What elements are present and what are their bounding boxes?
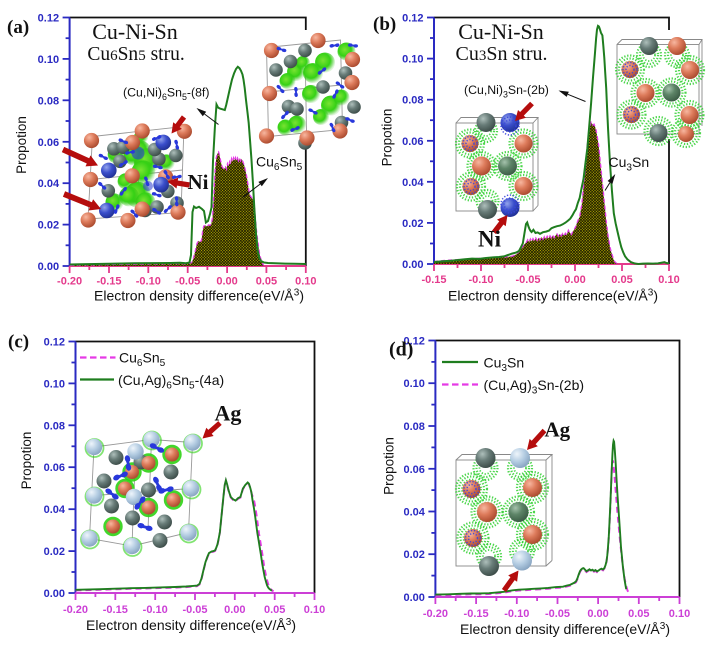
svg-text:Cu3Sn: Cu3Sn <box>609 154 650 174</box>
svg-text:(Cu,Ni)6Sn5-(8f): (Cu,Ni)6Sn5-(8f) <box>123 86 209 103</box>
svg-text:-0.10: -0.10 <box>143 604 168 616</box>
svg-text:Ag: Ag <box>215 401 242 426</box>
svg-text:Ni: Ni <box>188 170 209 194</box>
svg-text:0.10: 0.10 <box>669 608 690 620</box>
svg-text:0.08: 0.08 <box>44 420 65 432</box>
svg-text:0.00: 0.00 <box>402 259 423 271</box>
svg-text:0.06: 0.06 <box>44 462 65 474</box>
svg-text:Propotion: Propotion <box>19 432 34 490</box>
svg-text:0.10: 0.10 <box>304 604 325 616</box>
svg-text:-0.05: -0.05 <box>182 604 207 616</box>
svg-text:0.10: 0.10 <box>402 54 423 66</box>
svg-text:Cu-Ni-Sn: Cu-Ni-Sn <box>92 19 178 44</box>
svg-text:0.06: 0.06 <box>38 137 59 149</box>
svg-text:0.08: 0.08 <box>38 95 59 107</box>
svg-text:(a): (a) <box>7 17 29 38</box>
svg-text:-0.15: -0.15 <box>103 604 128 616</box>
svg-text:0.00: 0.00 <box>224 604 245 616</box>
svg-text:Propotion: Propotion <box>380 109 395 167</box>
svg-text:0.04: 0.04 <box>402 177 424 189</box>
svg-text:0.10: 0.10 <box>658 274 679 286</box>
svg-text:0.05: 0.05 <box>611 274 632 286</box>
svg-text:0.12: 0.12 <box>403 336 424 348</box>
svg-text:0.00: 0.00 <box>38 261 59 273</box>
svg-text:(Cu,Ag)6Sn5-(4a): (Cu,Ag)6Sn5-(4a) <box>118 372 224 392</box>
svg-text:0.04: 0.04 <box>38 178 60 190</box>
svg-text:Cu3Sn stru.: Cu3Sn stru. <box>456 43 548 65</box>
svg-text:0.00: 0.00 <box>44 588 65 600</box>
svg-text:(d): (d) <box>389 339 413 361</box>
svg-text:0.06: 0.06 <box>402 136 423 148</box>
svg-text:Electron density difference(eV: Electron density difference(eV/Å3) <box>448 288 658 304</box>
svg-text:-0.20: -0.20 <box>57 276 82 288</box>
svg-text:Cu6Sn5: Cu6Sn5 <box>256 154 303 174</box>
svg-text:0.10: 0.10 <box>44 378 65 390</box>
svg-text:0.04: 0.04 <box>403 507 425 519</box>
svg-text:-0.10: -0.10 <box>504 608 529 620</box>
svg-text:0.06: 0.06 <box>403 464 424 476</box>
svg-text:Cu6Sn5 stru.: Cu6Sn5 stru. <box>87 44 184 65</box>
svg-text:0.02: 0.02 <box>44 546 65 558</box>
svg-text:-0.20: -0.20 <box>63 604 88 616</box>
svg-text:Electron density difference(eV: Electron density difference(eV/Å3) <box>86 617 296 633</box>
svg-text:(b): (b) <box>373 14 396 35</box>
svg-text:(Cu,Ni)3Sn-(2b): (Cu,Ni)3Sn-(2b) <box>464 83 549 100</box>
svg-text:0.00: 0.00 <box>403 592 424 604</box>
svg-text:Cu3Sn: Cu3Sn <box>484 355 525 375</box>
svg-text:0.10: 0.10 <box>38 54 59 66</box>
svg-text:Electron density difference(eV: Electron density difference(eV/Å3) <box>94 288 304 304</box>
svg-text:Propotion: Propotion <box>382 437 397 495</box>
svg-text:Electron density difference(eV: Electron density difference(eV/Å3) <box>460 621 670 637</box>
svg-text:Ag: Ag <box>545 418 571 442</box>
svg-text:0.12: 0.12 <box>38 13 59 25</box>
svg-text:-0.20: -0.20 <box>423 608 448 620</box>
svg-text:Cu6Sn5: Cu6Sn5 <box>119 350 166 370</box>
svg-text:0.12: 0.12 <box>402 13 423 25</box>
svg-text:0.00: 0.00 <box>216 276 237 288</box>
svg-text:-0.15: -0.15 <box>96 276 121 288</box>
svg-text:0.08: 0.08 <box>403 421 424 433</box>
svg-text:Cu-Ni-Sn: Cu-Ni-Sn <box>458 19 544 44</box>
svg-text:-0.15: -0.15 <box>421 274 446 286</box>
svg-text:0.08: 0.08 <box>402 95 423 107</box>
svg-text:0.02: 0.02 <box>402 218 423 230</box>
svg-text:0.10: 0.10 <box>403 378 424 390</box>
svg-text:(Cu,Ag)3Sn-(2b): (Cu,Ag)3Sn-(2b) <box>484 377 585 397</box>
svg-text:0.02: 0.02 <box>403 549 424 561</box>
svg-text:0.00: 0.00 <box>564 274 585 286</box>
svg-text:-0.15: -0.15 <box>464 608 489 620</box>
svg-text:-0.10: -0.10 <box>468 274 493 286</box>
svg-text:0.02: 0.02 <box>38 220 59 232</box>
svg-text:0.10: 0.10 <box>295 276 316 288</box>
svg-text:-0.05: -0.05 <box>515 274 540 286</box>
svg-text:Ni: Ni <box>478 227 502 252</box>
svg-text:-0.10: -0.10 <box>136 276 161 288</box>
svg-text:0.04: 0.04 <box>44 504 66 516</box>
svg-text:0.00: 0.00 <box>587 608 608 620</box>
svg-text:(c): (c) <box>8 332 29 353</box>
svg-text:-0.05: -0.05 <box>545 608 570 620</box>
svg-text:0.05: 0.05 <box>264 604 285 616</box>
svg-text:Propotion: Propotion <box>14 116 29 174</box>
svg-text:0.05: 0.05 <box>628 608 649 620</box>
svg-text:0.12: 0.12 <box>44 337 65 349</box>
svg-text:-0.05: -0.05 <box>175 276 200 288</box>
svg-text:0.05: 0.05 <box>256 276 277 288</box>
